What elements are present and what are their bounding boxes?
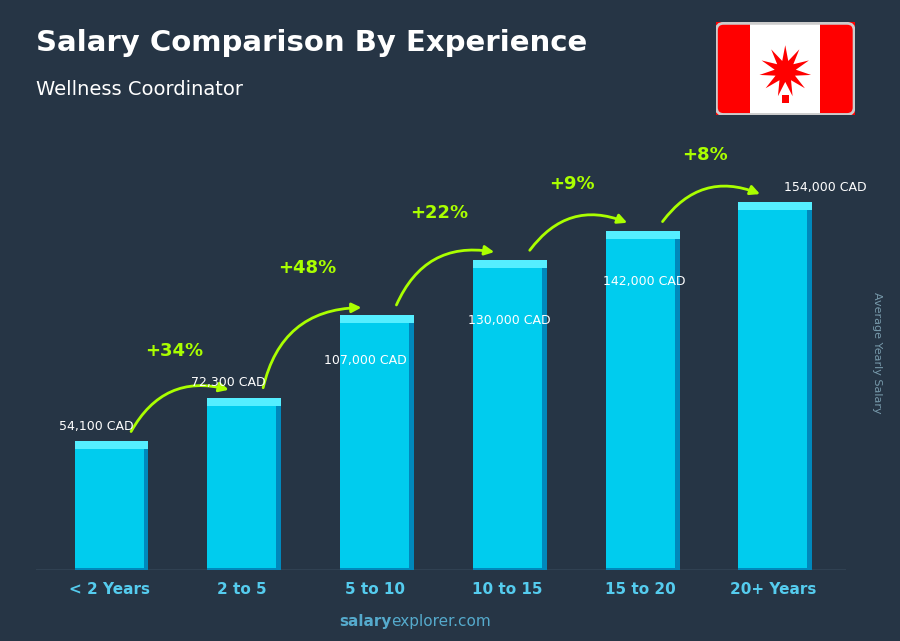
Bar <box>75 441 148 449</box>
Bar <box>340 569 410 570</box>
Bar <box>606 569 675 570</box>
Text: +22%: +22% <box>410 204 469 222</box>
Bar <box>716 22 751 115</box>
Text: 54,100 CAD: 54,100 CAD <box>58 420 133 433</box>
Text: Wellness Coordinator: Wellness Coordinator <box>36 80 243 99</box>
Bar <box>410 315 414 570</box>
Bar <box>207 397 276 570</box>
Text: 72,300 CAD: 72,300 CAD <box>192 376 266 389</box>
Bar <box>606 231 680 239</box>
Bar <box>738 203 813 210</box>
Bar <box>606 231 675 570</box>
Text: 107,000 CAD: 107,000 CAD <box>324 354 407 367</box>
Bar <box>472 260 547 268</box>
Bar <box>75 569 144 570</box>
Text: 142,000 CAD: 142,000 CAD <box>603 276 686 288</box>
Bar <box>75 441 144 570</box>
Text: 154,000 CAD: 154,000 CAD <box>784 181 866 194</box>
Polygon shape <box>782 95 788 103</box>
Bar <box>340 315 414 322</box>
Text: explorer.com: explorer.com <box>392 615 491 629</box>
Bar <box>807 203 813 570</box>
Bar <box>340 315 410 570</box>
Bar <box>675 231 680 570</box>
Text: +9%: +9% <box>550 175 595 193</box>
Bar <box>207 569 276 570</box>
Text: salary: salary <box>339 615 392 629</box>
Polygon shape <box>760 46 811 96</box>
Text: +48%: +48% <box>277 258 336 277</box>
Text: Salary Comparison By Experience: Salary Comparison By Experience <box>36 29 587 57</box>
Text: 130,000 CAD: 130,000 CAD <box>468 313 550 327</box>
Bar <box>207 397 281 406</box>
Text: Average Yearly Salary: Average Yearly Salary <box>872 292 883 413</box>
Bar <box>738 569 807 570</box>
Bar <box>144 441 148 570</box>
Bar <box>820 22 855 115</box>
Text: +34%: +34% <box>145 342 203 360</box>
Bar <box>276 397 281 570</box>
Bar <box>472 260 542 570</box>
Text: +8%: +8% <box>682 146 728 164</box>
Bar <box>472 569 542 570</box>
Bar <box>738 203 807 570</box>
Bar <box>542 260 547 570</box>
